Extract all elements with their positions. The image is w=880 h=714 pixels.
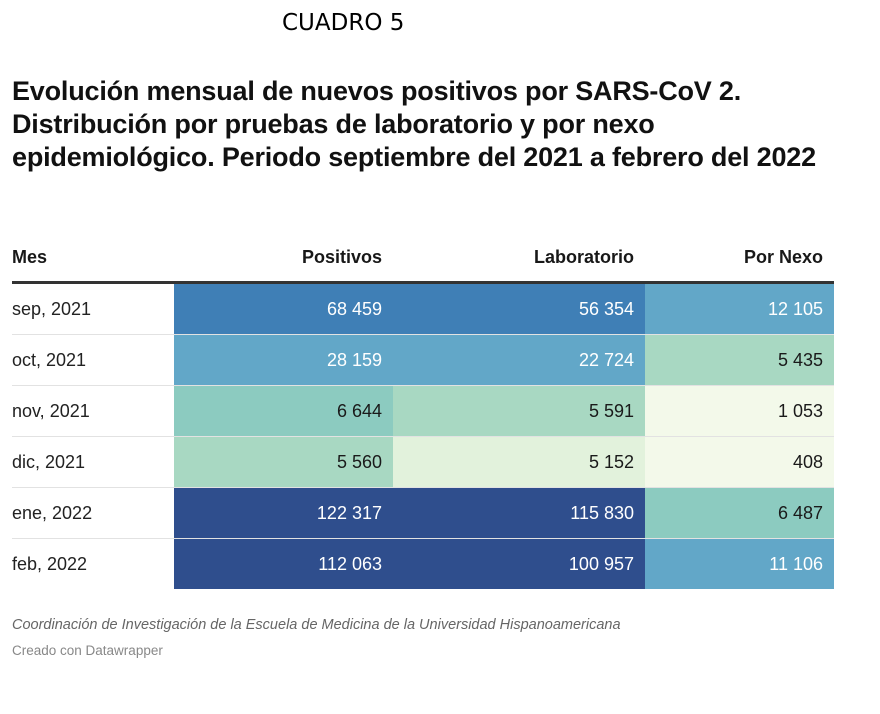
cell-laboratorio: 22 724: [393, 334, 645, 386]
cell-mes: feb, 2022: [12, 553, 88, 574]
cell-mes: nov, 2021: [12, 385, 174, 437]
table-row: dic, 2021 5 560 5 152 408: [12, 436, 834, 488]
cell-nexo: 12 105: [645, 282, 834, 335]
cell-nexo: 408: [645, 436, 834, 488]
header-row: Mes Positivos Laboratorio Por Nexo: [12, 234, 834, 284]
cell-positivos: 28 159: [174, 334, 393, 386]
column-header-positivos: Positivos: [174, 234, 393, 284]
cell-mes: oct, 2021: [12, 334, 174, 386]
cell-positivos: 68 459: [174, 282, 393, 335]
table-row: ene, 2022 122 317 115 830 6 487: [12, 487, 834, 539]
cell-positivos: 112 063: [174, 538, 393, 589]
chart-title: Evolución mensual de nuevos positivos po…: [12, 76, 816, 172]
cell-mes: sep, 2021: [12, 282, 174, 335]
cell-laboratorio: 5 591: [393, 385, 645, 437]
cell-laboratorio: 56 354: [393, 282, 645, 335]
cell-laboratorio: 115 830: [393, 487, 645, 539]
cell-positivos: 5 560: [174, 436, 393, 488]
cell-positivos: 122 317: [174, 487, 393, 539]
cell-nexo: 1 053: [645, 385, 834, 437]
cell-laboratorio: 5 152: [393, 436, 645, 488]
column-header-nexo: Por Nexo: [645, 234, 834, 284]
table-label: CUADRO 5: [282, 10, 405, 36]
cell-nexo: 11 106: [645, 538, 834, 589]
table-row: feb, 2022 112 063 100 957 11 106: [12, 538, 834, 589]
cell-nexo: 6 487: [645, 487, 834, 539]
data-table: Mes Positivos Laboratorio Por Nexo sep, …: [12, 234, 834, 589]
table-row: sep, 2021 68 459 56 354 12 105: [12, 282, 834, 335]
cell-nexo: 5 435: [645, 334, 834, 386]
table-row: oct, 2021 28 159 22 724 5 435: [12, 334, 834, 386]
cell-mes: dic, 2021: [12, 436, 174, 488]
cell-positivos: 6 644: [174, 385, 393, 437]
table-row: nov, 2021 6 644 5 591 1 053: [12, 385, 834, 437]
cell-laboratorio: 100 957: [393, 538, 645, 589]
cell-mes: ene, 2022: [12, 487, 174, 539]
credit-note: Creado con Datawrapper: [12, 643, 163, 658]
column-header-mes: Mes: [12, 234, 174, 284]
source-note: Coordinación de Investigación de la Escu…: [12, 617, 621, 633]
column-header-laboratorio: Laboratorio: [393, 234, 645, 284]
